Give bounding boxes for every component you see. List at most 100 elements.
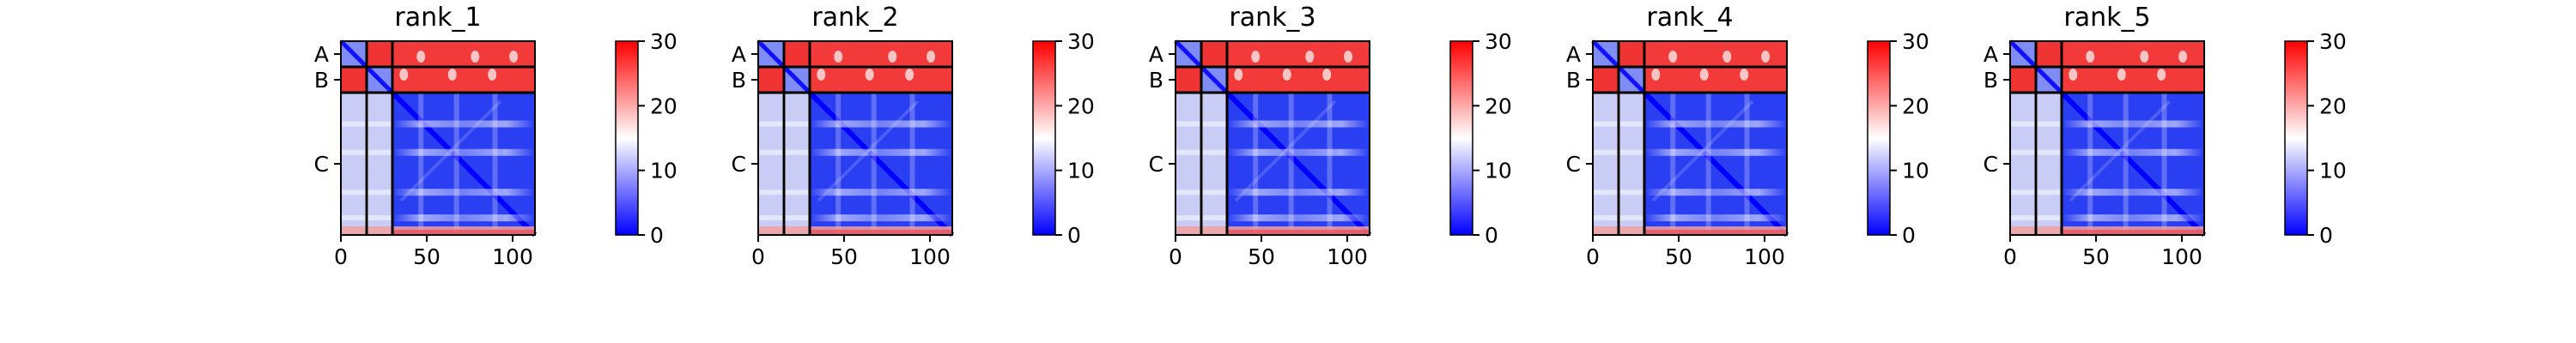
pae-vband <box>1744 93 1750 235</box>
pae-spot <box>1344 51 1353 63</box>
pae-spot <box>1699 69 1709 81</box>
pae-spot <box>1651 69 1661 81</box>
pae-band <box>810 148 952 156</box>
diag-a <box>1174 39 1203 69</box>
colorbar-tick-label: 30 <box>2319 29 2347 54</box>
pae-spot <box>905 69 914 81</box>
chain-label: B <box>732 68 746 93</box>
pae-spot <box>1761 51 1771 63</box>
pae-band <box>1644 120 1787 128</box>
x-tick-label: 50 <box>1248 244 1275 269</box>
pae-spot <box>2069 69 2078 81</box>
pae-vband <box>492 93 498 235</box>
colorbar-tick-label: 20 <box>1485 93 1512 118</box>
x-tick-label: 0 <box>2003 244 2017 269</box>
colorbar-tick-label: 0 <box>650 223 664 248</box>
block-a-b <box>367 41 392 67</box>
pae-spot <box>1282 69 1291 81</box>
panel-title: rank_1 <box>394 3 481 33</box>
x-tick-label: 50 <box>2082 244 2110 269</box>
chain-label: A <box>1984 42 1998 67</box>
pae-spot <box>2178 51 2188 63</box>
pae-spot <box>416 51 426 63</box>
diag-c <box>807 90 955 238</box>
colorbar-tick-label: 10 <box>2319 159 2347 184</box>
pae-band <box>1227 189 1370 196</box>
chain-label: C <box>732 152 746 177</box>
pae-vband <box>1705 93 1711 235</box>
heatmap-frame <box>1175 40 1370 236</box>
chain-label: A <box>732 42 746 67</box>
pae-vband <box>1670 93 1676 235</box>
diag-a <box>339 39 368 69</box>
x-tick-label: 0 <box>1169 244 1182 269</box>
pae-band <box>2062 214 2204 222</box>
pae-spot <box>817 69 826 81</box>
pae-bottom-strip-red <box>392 230 535 235</box>
diag-c <box>1642 90 1789 238</box>
chain-label: C <box>314 152 329 177</box>
panel-1: rank_1 AB C 0 50 100 0 10 20 30 <box>314 3 677 269</box>
x-tick-label: 50 <box>413 244 440 269</box>
pae-spot <box>834 51 843 63</box>
pae-spot <box>447 69 457 81</box>
colorbar-tick-label: 20 <box>1902 93 1929 118</box>
colorbar-tick-label: 30 <box>1902 29 1929 54</box>
panel-4: rank_4 AB C 0 50 100 0 10 20 30 <box>1566 3 1929 269</box>
pae-vband <box>453 93 459 235</box>
pae-vband <box>909 93 915 235</box>
colorbar-tick-label: 10 <box>650 159 677 184</box>
chain-label: A <box>1149 42 1163 67</box>
pae-band <box>810 120 952 128</box>
x-tick-label: 100 <box>2161 244 2202 269</box>
pae-spot <box>1305 51 1315 63</box>
chain-label: C <box>1566 152 1581 177</box>
pae-band <box>1644 214 1787 222</box>
colorbar <box>1867 40 1891 236</box>
colorbar-tick-label: 10 <box>1902 159 1929 184</box>
chain-label: A <box>1566 42 1581 67</box>
panel-title: rank_3 <box>1229 3 1315 33</box>
block-b-a <box>1176 67 1201 93</box>
pae-bottom-strip-red <box>810 230 952 235</box>
chain-label: B <box>1984 68 1998 93</box>
pae-bottom-strip-red <box>2062 230 2204 235</box>
pae-band <box>392 189 535 196</box>
colorbar-tick-label: 0 <box>1902 223 1916 248</box>
x-tick-label: 100 <box>1327 244 1368 269</box>
x-tick-label: 0 <box>334 244 348 269</box>
colorbar-tick-label: 0 <box>2319 223 2333 248</box>
diag-b <box>782 65 811 94</box>
colorbar <box>1032 40 1056 236</box>
pae-band <box>2062 189 2204 196</box>
diag-b <box>365 65 394 94</box>
pae-spot <box>2140 51 2149 63</box>
pae-band <box>2062 120 2204 128</box>
pae-band <box>1227 148 1370 156</box>
x-tick-label: 100 <box>492 244 533 269</box>
colorbar <box>1449 40 1473 236</box>
pae-band <box>392 120 535 128</box>
pae-band <box>2062 148 2204 156</box>
x-tick-label: 50 <box>830 244 858 269</box>
panel-3: rank_3 AB C 0 50 100 0 10 20 30 <box>1149 3 1512 269</box>
colorbar <box>2284 40 2308 236</box>
block-a-b <box>2036 41 2062 67</box>
pae-vband <box>1327 93 1333 235</box>
diag-c <box>390 90 538 238</box>
diag-a <box>1591 39 1620 69</box>
pae-vband <box>835 93 841 235</box>
pae-bottom-strip-red <box>1227 230 1370 235</box>
pae-vband <box>1253 93 1259 235</box>
pae-vband <box>871 93 877 235</box>
diag-c <box>2059 90 2207 238</box>
pae-spot <box>2157 69 2166 81</box>
pae-bottom-strip-red <box>1644 230 1787 235</box>
pae-spot <box>1322 69 1332 81</box>
colorbar <box>615 40 639 236</box>
pae-vband <box>418 93 424 235</box>
chain-label: B <box>1149 68 1163 93</box>
chain-label: C <box>1984 152 1998 177</box>
